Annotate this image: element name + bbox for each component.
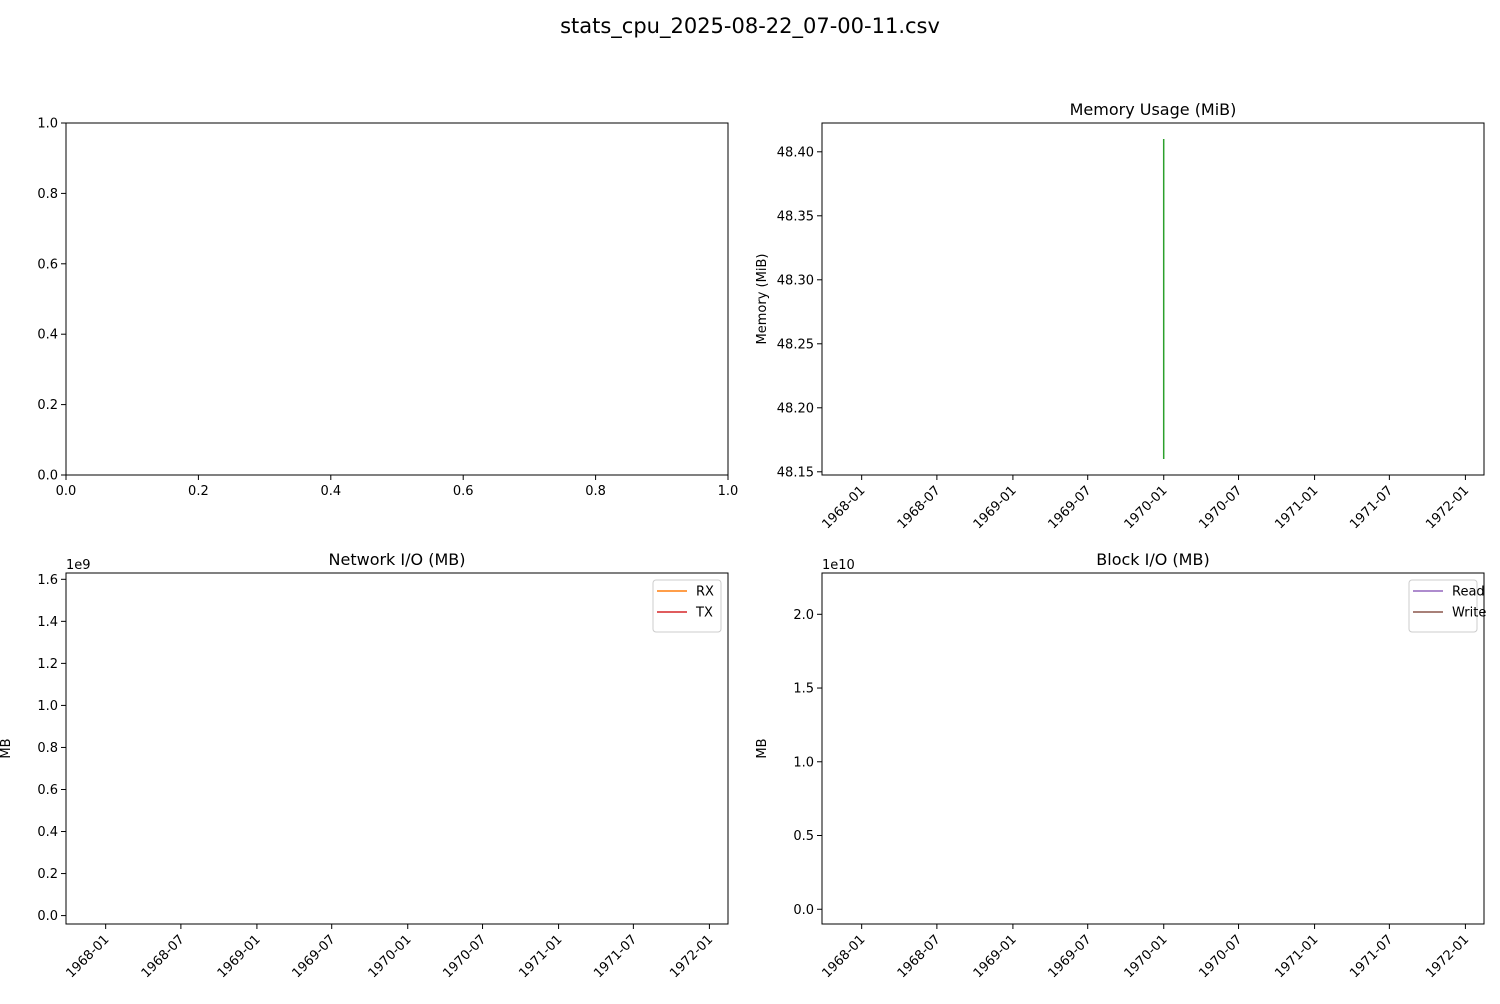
y-tick-label: 0.2 [37,867,58,882]
y-tick-label: 0.8 [37,741,58,756]
y-tick-label: 1.4 [37,615,58,630]
y-tick-label: 48.35 [777,209,814,224]
subplot-network: Network I/O (MB) MB 1e9 0.0 0.2 0.4 0.6 0.8 1.0 1… [0,550,729,981]
x-tick-label: 1971-01 [1272,932,1321,981]
subplot-memory: Memory Usage (MiB) Memory (MiB) 48.15 48.20… [755,100,1485,532]
subplot-cpu: 0.0 0.2 0.4 0.6 0.8 1.0 0.0 0.2 0.4 0.6 0.8 1.0 [37,117,738,500]
x-tick-label: 1971-07 [1347,483,1396,532]
y-tick-label: 0.0 [37,909,58,924]
x-tick-label: 1969-07 [1046,932,1095,981]
y-offset-label: 1e9 [66,558,91,573]
legend-label: RX [696,585,714,600]
axes-frame [821,572,1485,925]
y-tick-label: 0.6 [37,783,58,798]
x-tick-label: 1969-01 [971,932,1020,981]
x-tick-label: 1970-01 [1122,932,1171,981]
x-tick-label: 0.0 [56,484,77,499]
x-tick-label: 0.6 [453,484,474,499]
legend-box [1408,579,1478,633]
legend-label: TX [695,606,713,621]
y-tick-label: 0.8 [37,187,58,202]
y-tick-label: 0.6 [37,257,58,272]
x-tick-label: 1970-07 [440,932,489,981]
x-tick-label: 1969-01 [215,932,264,981]
y-tick-label: 48.25 [777,337,814,352]
x-tick-label: 1972-01 [1423,932,1472,981]
subplot-block: Block I/O (MB) MB 1e10 0.0 0.5 1.0 1.5 2.0 1968-… [755,550,1486,981]
y-tick-label: 48.20 [777,401,814,416]
y-tick-label: 1.0 [37,699,58,714]
x-tick-label: 1971-07 [591,932,640,981]
legend-box [652,579,722,633]
x-tick-label: 1968-07 [895,932,944,981]
y-axis-label: MB [0,738,14,758]
y-tick-label: 0.4 [37,328,58,343]
x-tick-label: 1971-07 [1347,932,1396,981]
y-axis-label: Memory (MiB) [755,254,770,345]
y-offset-label: 1e10 [822,558,855,573]
legend-label: Write [1452,606,1486,621]
y-tick-label: 48.40 [777,145,814,160]
y-tick-label: 1.6 [37,573,58,588]
axes-frame [821,122,1485,476]
x-tick-label: 0.2 [188,484,209,499]
x-tick-label: 0.8 [585,484,606,499]
y-tick-label: 0.2 [37,398,58,413]
axes-frame [65,122,729,476]
axes-title: Network I/O (MB) [329,550,466,569]
y-tick-label: 0.0 [37,469,58,484]
x-tick-label: 1968-07 [139,932,188,981]
x-tick-label: 1968-07 [895,483,944,532]
x-tick-label: 1968-01 [819,483,868,532]
x-tick-label: 1969-07 [290,932,339,981]
axes-frame [65,572,729,925]
legend: RX TX [652,579,722,633]
y-tick-label: 48.15 [777,465,814,480]
x-tick-label: 1.0 [718,484,739,499]
x-tick-label: 1971-01 [516,932,565,981]
y-tick-label: 1.0 [793,755,814,770]
x-tick-label: 1970-07 [1196,932,1245,981]
x-tick-label: 1972-01 [1423,483,1472,532]
y-axis-label: MB [755,738,770,758]
figure-title: stats_cpu_2025-08-22_07-00-11.csv [560,14,940,38]
x-tick-label: 1972-01 [667,932,716,981]
x-tick-label: 1968-01 [63,932,112,981]
y-tick-label: 1.0 [37,117,58,132]
axes-title: Memory Usage (MiB) [1070,100,1237,119]
x-tick-label: 1970-01 [366,932,415,981]
y-tick-label: 1.2 [37,657,58,672]
y-tick-label: 48.30 [777,273,814,288]
y-tick-label: 2.0 [793,608,814,623]
x-tick-label: 1969-01 [971,483,1020,532]
x-tick-label: 1968-01 [819,932,868,981]
y-tick-label: 0.5 [793,829,814,844]
y-tick-label: 0.4 [37,825,58,840]
x-tick-label: 1970-01 [1122,483,1171,532]
legend: Read Write [1408,579,1486,633]
x-tick-label: 1970-07 [1196,483,1245,532]
axes-title: Block I/O (MB) [1096,550,1209,569]
legend-label: Read [1452,585,1485,600]
y-tick-label: 0.0 [793,903,814,918]
x-tick-label: 1969-07 [1046,483,1095,532]
x-tick-label: 0.4 [320,484,341,499]
y-tick-label: 1.5 [793,682,814,697]
x-tick-label: 1971-01 [1272,483,1321,532]
